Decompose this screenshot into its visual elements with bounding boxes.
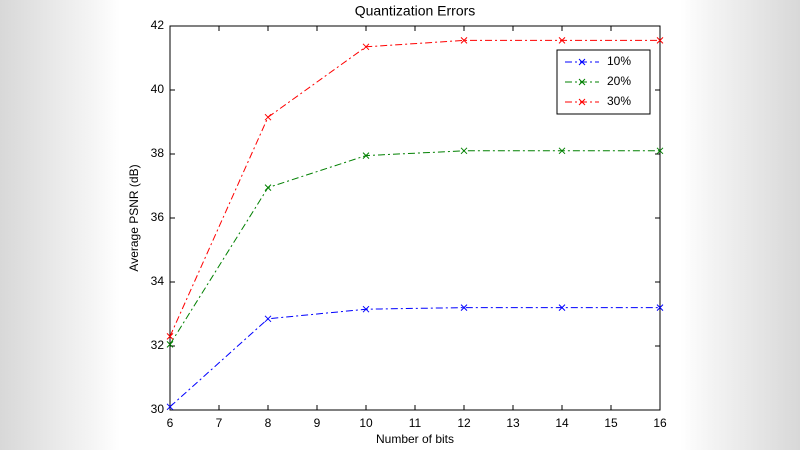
data-marker (656, 147, 664, 155)
x-tick-label: 7 (216, 416, 223, 430)
legend-marker (578, 78, 586, 86)
data-marker (460, 147, 468, 155)
series-line (169, 150, 660, 345)
data-marker (166, 333, 174, 340)
data-marker (460, 304, 468, 311)
data-marker (362, 152, 370, 159)
legend-label: 20% (607, 74, 631, 88)
y-tick-label: 36 (151, 210, 165, 224)
series-line (169, 307, 660, 408)
legend-marker (578, 58, 586, 66)
x-tick-label: 8 (265, 416, 272, 430)
x-tick-label: 9 (314, 416, 321, 430)
y-axis-label: Average PSNR (dB) (127, 164, 141, 271)
legend-marker (578, 98, 586, 106)
data-marker (362, 43, 370, 51)
data-marker (362, 305, 370, 313)
series-line (169, 39, 660, 337)
data-marker (264, 113, 272, 121)
x-tick-label: 13 (506, 416, 520, 430)
x-tick-label: 14 (555, 416, 569, 430)
data-marker (656, 37, 664, 44)
data-marker (264, 315, 272, 323)
x-tick-label: 15 (604, 416, 618, 430)
y-tick-label: 40 (151, 82, 165, 96)
x-tick-label: 11 (409, 416, 422, 430)
x-tick-label: 16 (653, 416, 667, 430)
x-tick-label: 12 (457, 416, 471, 430)
chart-title: Quantization Errors (355, 3, 476, 19)
y-tick-label: 32 (151, 338, 165, 352)
data-marker (264, 184, 272, 191)
data-marker (558, 147, 566, 155)
y-tick-label: 30 (151, 402, 165, 416)
data-marker (460, 37, 468, 44)
y-tick-label: 34 (151, 274, 165, 288)
x-tick-label: 10 (359, 416, 373, 430)
legend-label: 10% (607, 54, 631, 68)
y-tick-label: 42 (151, 18, 165, 32)
legend-label: 30% (607, 94, 631, 108)
data-marker (166, 403, 174, 411)
x-axis-label: Number of bits (376, 432, 454, 446)
legend-box (556, 49, 651, 115)
data-marker (166, 341, 174, 348)
data-marker (656, 304, 664, 311)
y-tick-label: 38 (151, 146, 165, 160)
x-tick-label: 6 (167, 416, 174, 430)
data-marker (558, 37, 566, 44)
data-marker (558, 304, 566, 311)
